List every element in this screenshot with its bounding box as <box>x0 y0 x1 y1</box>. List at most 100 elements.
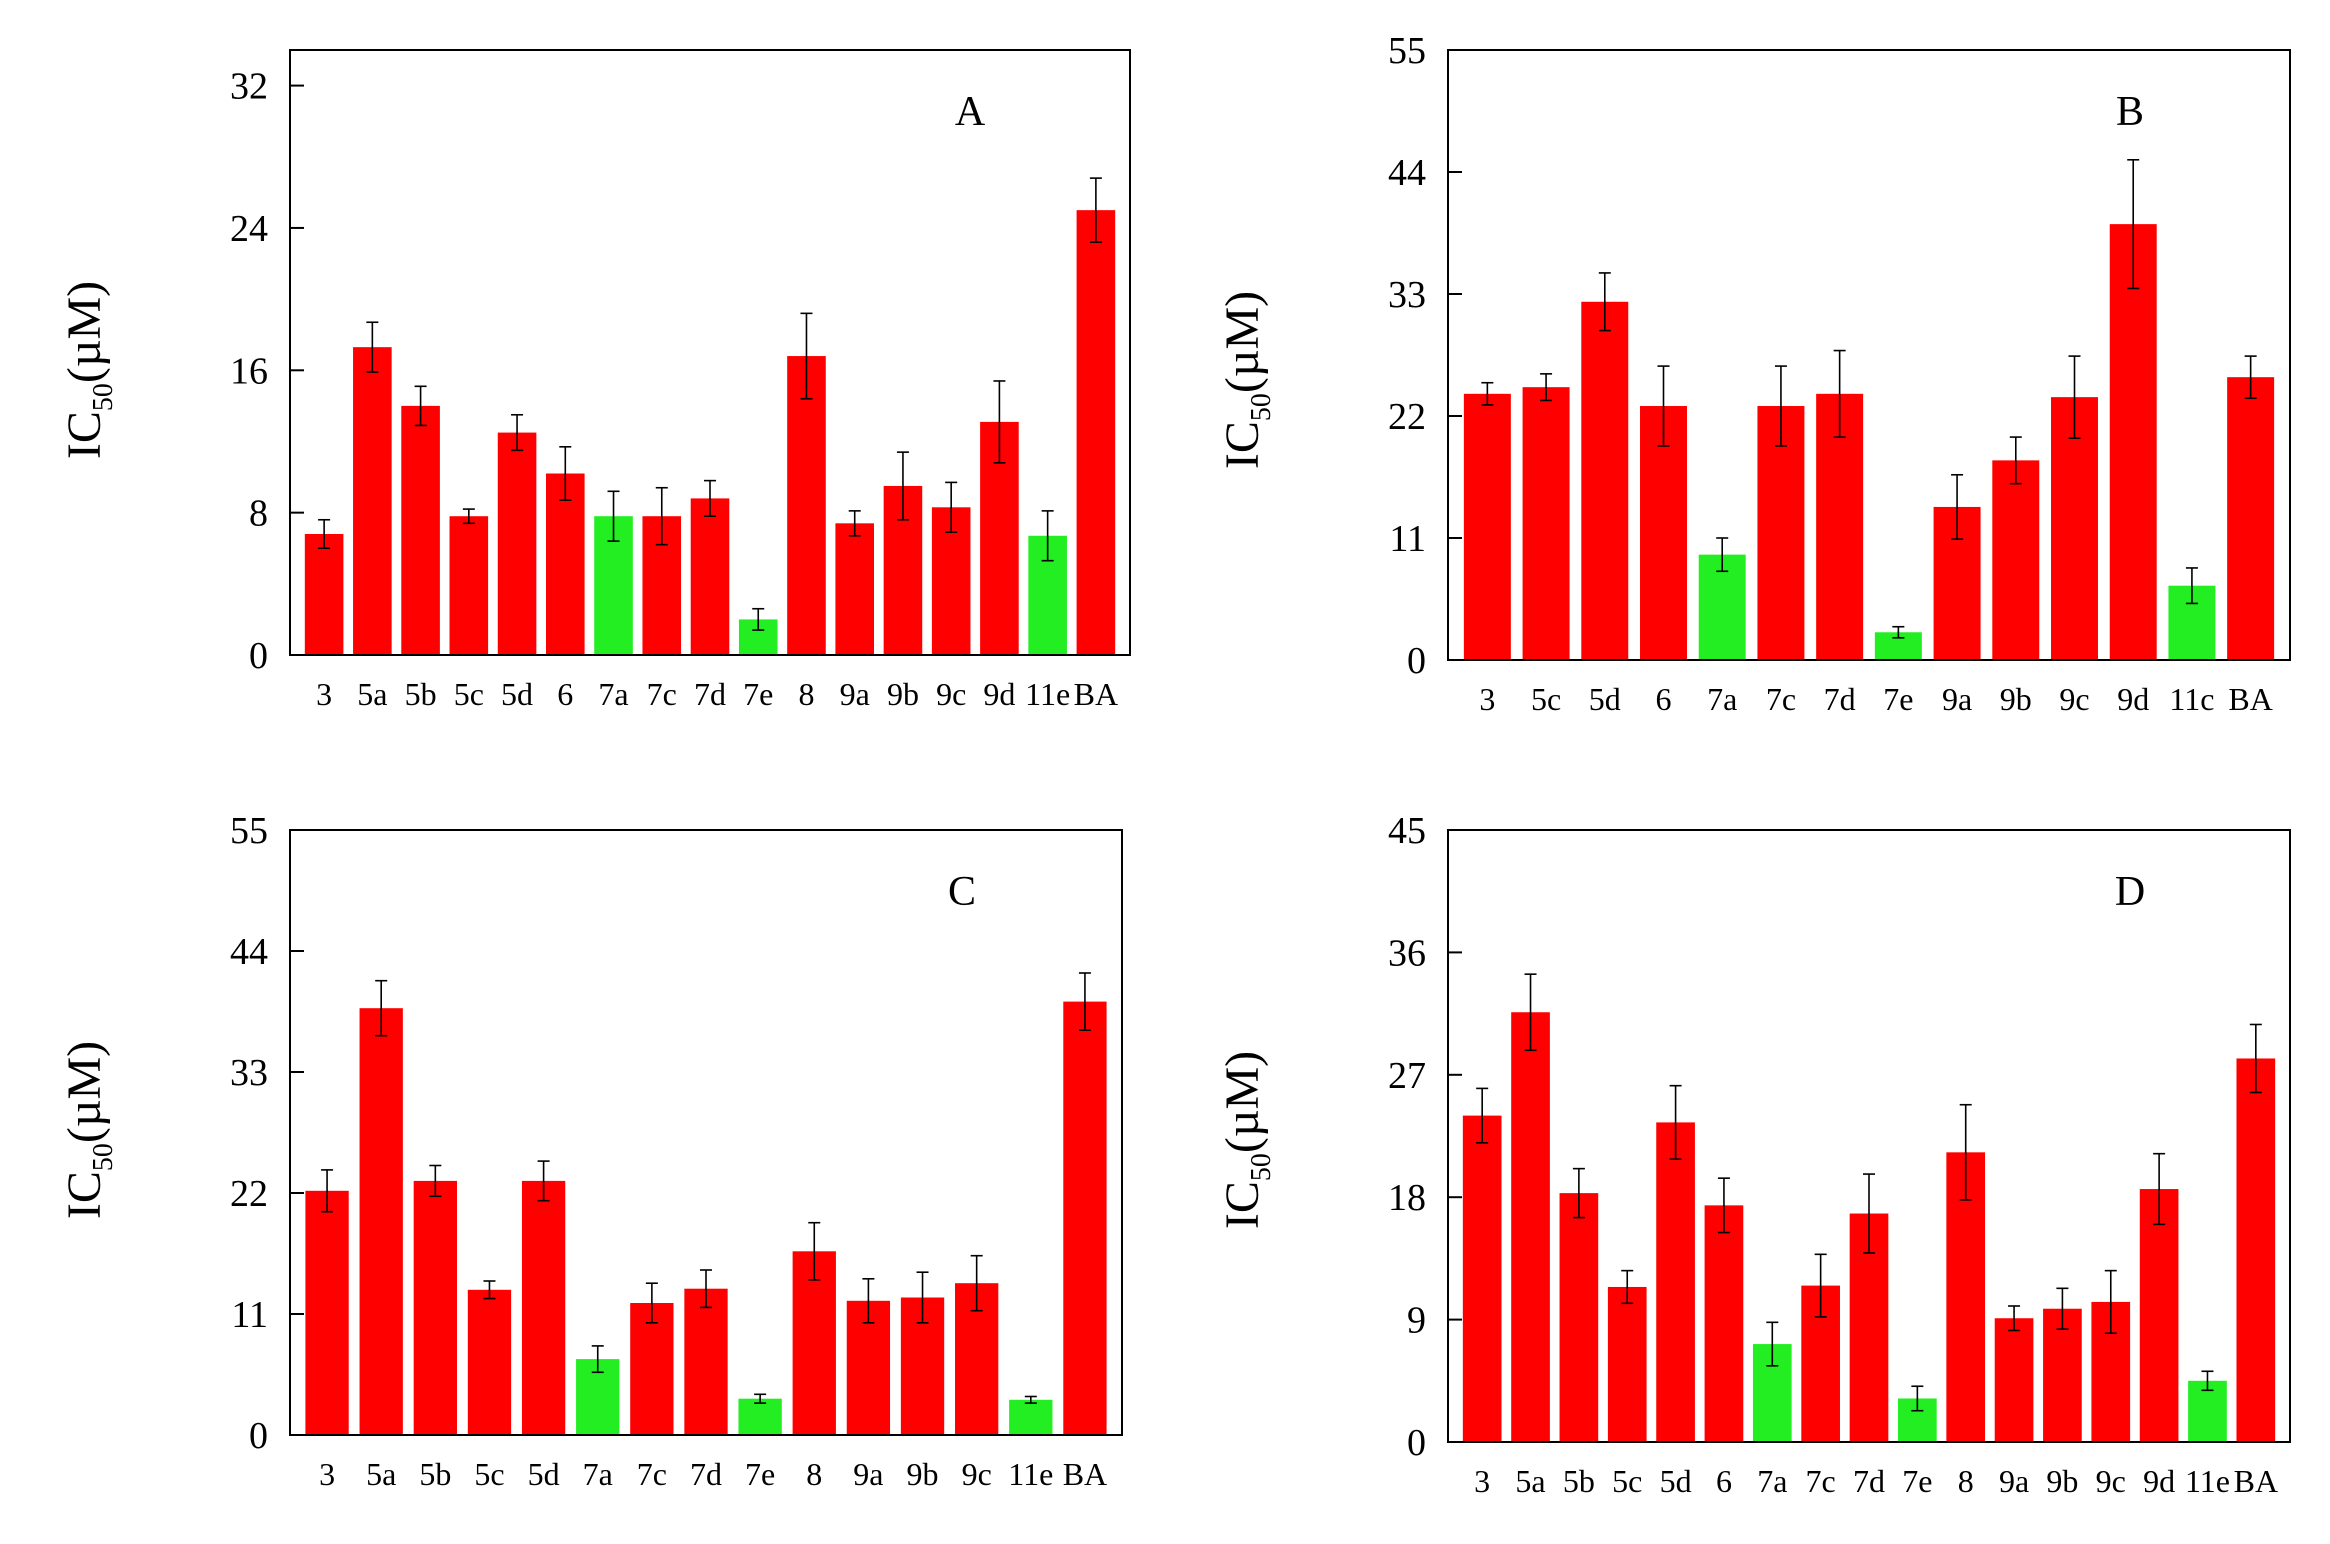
y-tick-label-d-5: 45 <box>1388 810 1426 852</box>
x-label-b-9c: 9c <box>2059 681 2089 717</box>
x-label-b-6: 6 <box>1656 681 1672 717</box>
bar-a-3 <box>304 534 344 655</box>
x-label-d-5b: 5b <box>1563 1463 1595 1499</box>
bar-c-5a <box>359 1008 403 1435</box>
x-label-b-3: 3 <box>1479 681 1495 717</box>
x-label-b-7e: 7e <box>1883 681 1913 717</box>
y-tick-label-d-1: 9 <box>1407 1300 1426 1342</box>
bar-b-3 <box>1463 393 1511 660</box>
x-label-a-6: 6 <box>557 676 573 712</box>
y-tick-label-c-2: 22 <box>230 1173 268 1215</box>
x-label-c-3: 3 <box>319 1456 335 1492</box>
x-label-d-7e: 7e <box>1902 1463 1932 1499</box>
x-label-d-BA: BA <box>2234 1463 2278 1499</box>
y-axis-label-b: IC50(µM) <box>1216 291 1277 469</box>
y-tick-label-a-3: 24 <box>230 208 268 250</box>
x-label-d-8: 8 <box>1958 1463 1974 1499</box>
x-label-a-5a: 5a <box>357 676 387 712</box>
y-tick-label-a-2: 16 <box>230 350 268 392</box>
bar-b-BA <box>2227 377 2275 660</box>
y-tick-label-b-1: 11 <box>1389 518 1426 560</box>
x-label-b-7c: 7c <box>1766 681 1796 717</box>
bar-c-5c <box>467 1289 512 1435</box>
y-tick-label-a-0: 0 <box>249 635 268 677</box>
x-label-d-9b: 9b <box>2046 1463 2078 1499</box>
plot-frame-b <box>1447 49 2291 661</box>
bar-c-7e <box>738 1398 782 1435</box>
bar-c-7c <box>630 1303 674 1435</box>
bar-a-5b <box>401 405 440 655</box>
x-label-d-9a: 9a <box>1999 1463 2029 1499</box>
bar-a-6 <box>546 473 585 655</box>
bar-c-8 <box>792 1251 836 1435</box>
x-label-b-7d: 7d <box>1824 681 1856 717</box>
bar-a-9a <box>835 523 874 655</box>
x-label-b-9b: 9b <box>2000 681 2032 717</box>
plot-area-c: 0 11 22 33 44 55 3 5a 5b 5c 5d 7a 7c 7d 7e 8 9a 9b 9c 11e BA… <box>230 810 1123 1492</box>
x-label-c-BA: BA <box>1063 1456 1107 1492</box>
bar-b-5d <box>1581 301 1629 660</box>
bar-a-BA <box>1076 210 1116 655</box>
bar-d-9d <box>2139 1189 2179 1442</box>
plot-area-b: 0 11 22 33 44 55 3 5c 5d 6 7a 7c 7d 7e 9a 9b 9c 9d 11c BA B <box>1388 30 2291 717</box>
bar-d-6 <box>1704 1205 1744 1442</box>
x-label-a-11e: 11e <box>1025 676 1070 712</box>
y-axis-label-d: IC50(µM) <box>1216 1051 1277 1229</box>
x-label-a-9d: 9d <box>983 676 1015 712</box>
y-tick-label-c-3: 33 <box>230 1052 268 1094</box>
y-tick-label-b-0: 0 <box>1407 640 1426 682</box>
panel-label-b: B <box>2116 89 2144 135</box>
x-label-c-7e: 7e <box>745 1456 775 1492</box>
y-tick-label-d-0: 0 <box>1407 1422 1426 1464</box>
x-label-a-7a: 7a <box>598 676 628 712</box>
bar-a-8 <box>787 356 826 655</box>
bar-d-5c <box>1607 1286 1647 1442</box>
x-label-a-3: 3 <box>316 676 332 712</box>
y-tick-label-b-4: 44 <box>1388 152 1426 194</box>
x-label-d-3: 3 <box>1474 1463 1490 1499</box>
x-label-a-5d: 5d <box>501 676 533 712</box>
bar-d-5d <box>1656 1122 1695 1442</box>
bar-b-7c <box>1757 406 1805 660</box>
x-label-c-7d: 7d <box>690 1456 722 1492</box>
y-tick-label-b-5: 55 <box>1388 30 1426 72</box>
bar-c-5b <box>413 1180 457 1435</box>
x-label-a-9a: 9a <box>840 676 870 712</box>
bar-b-7d <box>1816 393 1864 660</box>
x-label-c-5b: 5b <box>419 1456 451 1492</box>
bar-c-7d <box>684 1288 728 1435</box>
y-axis-label-c: IC50(µM) <box>58 1041 119 1219</box>
bar-b-9b <box>1992 460 2040 660</box>
bar-a-7d <box>690 498 730 655</box>
x-label-d-7c: 7c <box>1806 1463 1836 1499</box>
x-label-a-7e: 7e <box>743 676 773 712</box>
x-label-c-9a: 9a <box>853 1456 883 1492</box>
x-label-b-5c: 5c <box>1531 681 1561 717</box>
bar-a-5d <box>497 432 537 655</box>
panel-c: IC50(µM) 0 11 22 33 44 55 3 5a 5b 5c 5d 7a 7c 7d 7e 8 9a… <box>58 810 1123 1492</box>
bar-c-3 <box>305 1190 349 1435</box>
panel-b: IC50(µM) 0 11 22 33 44 55 3 5c 5d 6 7a 7c 7d 7e 9a 9b 9c… <box>1216 30 2291 717</box>
x-label-d-7a: 7a <box>1757 1463 1787 1499</box>
bar-d-5b <box>1559 1193 1599 1442</box>
x-label-d-6: 6 <box>1716 1463 1732 1499</box>
x-label-b-5d: 5d <box>1589 681 1621 717</box>
panel-d: IC50(µM) 0 9 18 27 36 45 3 5a 5b 5c 5d 6 7a 7c 7d 7e 8 9a… <box>1216 810 2291 1499</box>
x-label-a-5b: 5b <box>405 676 437 712</box>
x-label-c-5d: 5d <box>528 1456 560 1492</box>
x-label-b-7a: 7a <box>1707 681 1737 717</box>
x-label-d-11e: 11e <box>2185 1463 2230 1499</box>
bar-b-9d <box>2109 224 2157 661</box>
x-label-b-BA: BA <box>2228 681 2272 717</box>
y-tick-label-d-2: 18 <box>1388 1177 1426 1219</box>
x-label-b-9a: 9a <box>1942 681 1972 717</box>
x-label-d-9c: 9c <box>2096 1463 2126 1499</box>
bar-b-6 <box>1640 406 1687 660</box>
plot-area-d: 0 9 18 27 36 45 3 5a 5b 5c 5d 6 7a 7c 7d 7e 8 9a 9b 9c 9d 11e… <box>1388 810 2291 1499</box>
x-label-a-7d: 7d <box>694 676 726 712</box>
y-tick-label-b-3: 33 <box>1388 274 1426 316</box>
plot-frame-c <box>289 829 1123 1436</box>
y-tick-label-b-2: 22 <box>1388 396 1426 438</box>
x-label-a-7c: 7c <box>647 676 677 712</box>
bar-a-5a <box>353 347 392 655</box>
